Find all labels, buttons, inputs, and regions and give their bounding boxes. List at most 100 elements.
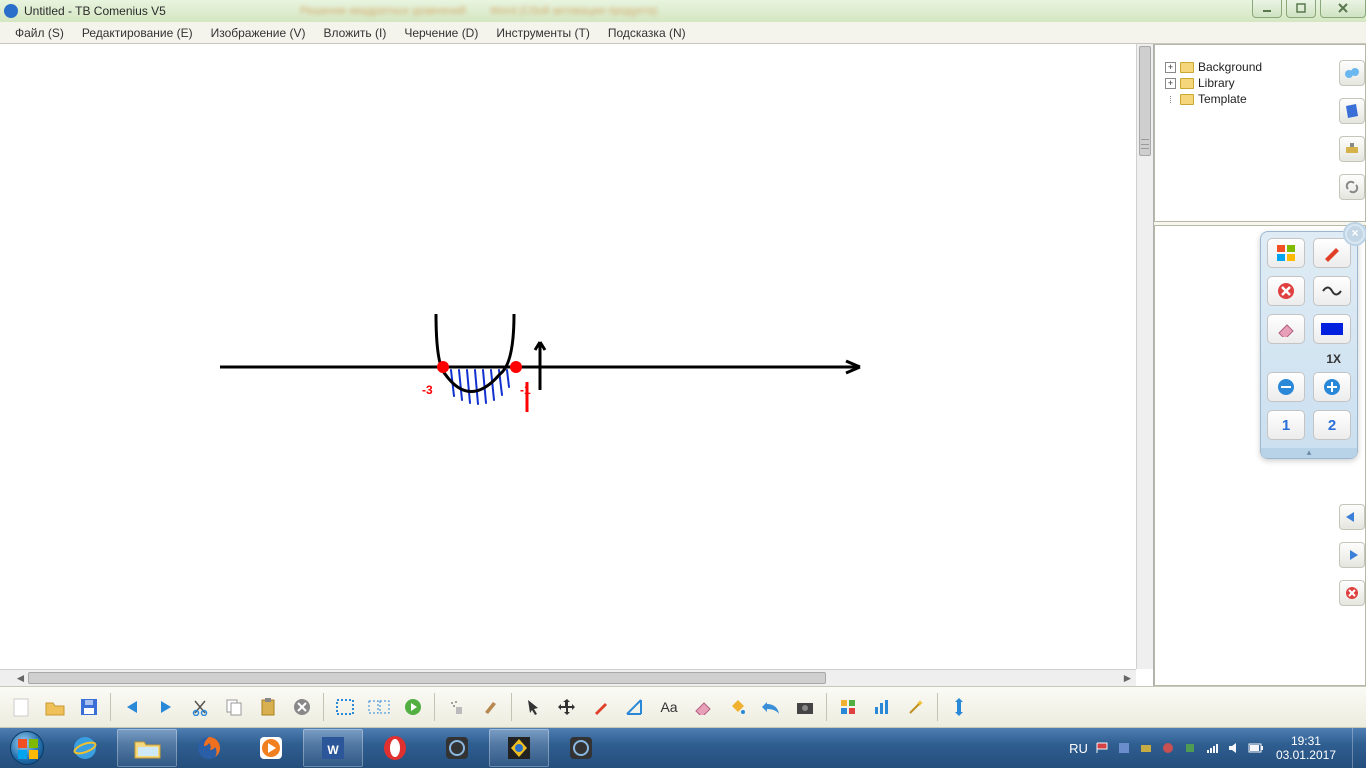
tool-undo-icon[interactable] (756, 692, 786, 722)
tool-ruler-icon[interactable] (620, 692, 650, 722)
menu-draw[interactable]: Черчение (D) (395, 23, 487, 43)
tool-resize-icon[interactable] (944, 692, 974, 722)
resource-tree[interactable]: +Background +Library Template (1154, 44, 1366, 222)
taskbar-explorer-icon[interactable] (117, 729, 177, 767)
tool-chart-icon[interactable] (867, 692, 897, 722)
tool-cut-icon[interactable] (185, 692, 215, 722)
tray-icon[interactable] (1160, 740, 1176, 756)
window-titlebar: Untitled - TB Comenius V5 Решение квадра… (0, 0, 1366, 22)
tool-prev-icon[interactable] (117, 692, 147, 722)
svg-text:-3: -3 (422, 383, 433, 397)
hscroll-right[interactable]: ► (1119, 671, 1136, 686)
tool-magic-icon[interactable] (901, 692, 931, 722)
tray-battery-icon[interactable] (1248, 740, 1264, 756)
tool-spray-icon[interactable] (441, 692, 471, 722)
menu-file[interactable]: Файл (S) (6, 23, 73, 43)
tool-fill-icon[interactable] (722, 692, 752, 722)
start-button[interactable] (0, 728, 54, 768)
tool-fullscreen-icon[interactable] (330, 692, 360, 722)
horizontal-scrollbar[interactable]: ◄ ► (0, 669, 1136, 686)
hscroll-thumb[interactable] (28, 672, 826, 684)
dock-tools-icon[interactable] (1339, 136, 1365, 162)
palette-collapse-button[interactable]: ▴ (1261, 448, 1357, 458)
tray-date: 03.01.2017 (1276, 748, 1336, 762)
minimize-button[interactable] (1252, 0, 1282, 18)
tool-grid-icon[interactable] (833, 692, 863, 722)
menu-image[interactable]: Изображение (V) (202, 23, 315, 43)
menu-edit[interactable]: Редактирование (E) (73, 23, 202, 43)
tool-play-icon[interactable] (398, 692, 428, 722)
tool-fit-icon[interactable] (364, 692, 394, 722)
palette-page-2-button[interactable]: 2 (1313, 410, 1351, 440)
palette-eraser-icon[interactable] (1267, 314, 1305, 344)
svg-text:-1: -1 (520, 383, 531, 397)
window-title: Untitled - TB Comenius V5 (24, 4, 166, 18)
tool-eraser-icon[interactable] (688, 692, 718, 722)
taskbar-app2-icon[interactable] (551, 729, 611, 767)
tool-text-icon[interactable]: Aa (654, 692, 684, 722)
taskbar-word-icon[interactable]: W (303, 729, 363, 767)
taskbar-comenius-icon[interactable] (489, 729, 549, 767)
palette-page-1-button[interactable]: 1 (1267, 410, 1305, 440)
menu-help[interactable]: Подсказка (N) (599, 23, 695, 43)
dock-delete-icon[interactable] (1339, 580, 1365, 606)
tool-marker-icon[interactable] (586, 692, 616, 722)
hscroll-left[interactable]: ◄ (12, 671, 29, 686)
tray-icon[interactable] (1182, 740, 1198, 756)
tray-flag-icon[interactable] (1094, 740, 1110, 756)
dock-link-icon[interactable] (1339, 174, 1365, 200)
tray-language[interactable]: RU (1069, 741, 1088, 756)
tray-icon[interactable] (1116, 740, 1132, 756)
taskbar-app1-icon[interactable] (427, 729, 487, 767)
palette-zoom-out-button[interactable] (1267, 372, 1305, 402)
tool-palette[interactable]: × 1X 1 2 ▴ (1260, 231, 1358, 459)
vertical-scrollbar[interactable] (1136, 44, 1153, 669)
tray-clock[interactable]: 19:31 03.01.2017 (1270, 734, 1342, 762)
taskbar-firefox-icon[interactable] (179, 729, 239, 767)
tool-new-icon[interactable] (6, 692, 36, 722)
palette-windows-icon[interactable] (1267, 238, 1305, 268)
tool-copy-icon[interactable] (219, 692, 249, 722)
palette-cancel-icon[interactable] (1267, 276, 1305, 306)
tool-next-icon[interactable] (151, 692, 181, 722)
show-desktop-button[interactable] (1352, 728, 1362, 768)
tool-open-icon[interactable] (40, 692, 70, 722)
palette-zoom-in-button[interactable] (1313, 372, 1351, 402)
tool-delete-icon[interactable] (287, 692, 317, 722)
background-blur-text: Решение квадратных уравнений (300, 5, 466, 17)
system-tray: RU 19:31 03.01.2017 (1069, 728, 1366, 768)
tool-brush-icon[interactable] (475, 692, 505, 722)
close-button[interactable] (1320, 0, 1366, 18)
tray-network-icon[interactable] (1204, 740, 1220, 756)
tree-item-library[interactable]: +Library (1155, 75, 1365, 91)
tree-label: Library (1198, 76, 1235, 90)
dock-book-icon[interactable] (1339, 98, 1365, 124)
tool-move-icon[interactable] (552, 692, 582, 722)
tree-item-template[interactable]: Template (1155, 91, 1365, 107)
tool-camera-icon[interactable] (790, 692, 820, 722)
drawing-canvas[interactable]: -3 -1 (0, 44, 1120, 664)
dock-forward-icon[interactable] (1339, 542, 1365, 568)
tool-paste-icon[interactable] (253, 692, 283, 722)
taskbar-ie-icon[interactable] (55, 729, 115, 767)
canvas-area[interactable]: -3 -1 ◄ ► (0, 44, 1154, 686)
palette-color-swatch[interactable] (1313, 314, 1351, 344)
menu-tools[interactable]: Инструменты (T) (487, 23, 598, 43)
menu-insert[interactable]: Вложить (I) (315, 23, 396, 43)
dock-back-icon[interactable] (1339, 504, 1365, 530)
app-icon (4, 4, 18, 18)
palette-zoom-label: 1X (1267, 352, 1351, 366)
tray-icon[interactable] (1138, 740, 1154, 756)
taskbar-mediaplayer-icon[interactable] (241, 729, 301, 767)
palette-close-button[interactable]: × (1343, 222, 1366, 246)
windows-taskbar: W RU 19:31 03.01.2017 (0, 728, 1366, 768)
tree-item-background[interactable]: +Background (1155, 59, 1365, 75)
palette-pen-icon[interactable] (1313, 238, 1351, 268)
tool-pointer-icon[interactable] (518, 692, 548, 722)
dock-shapes-icon[interactable] (1339, 60, 1365, 86)
palette-wave-icon[interactable] (1313, 276, 1351, 306)
tool-save-icon[interactable] (74, 692, 104, 722)
tray-volume-icon[interactable] (1226, 740, 1242, 756)
taskbar-opera-icon[interactable] (365, 729, 425, 767)
maximize-button[interactable] (1286, 0, 1316, 18)
